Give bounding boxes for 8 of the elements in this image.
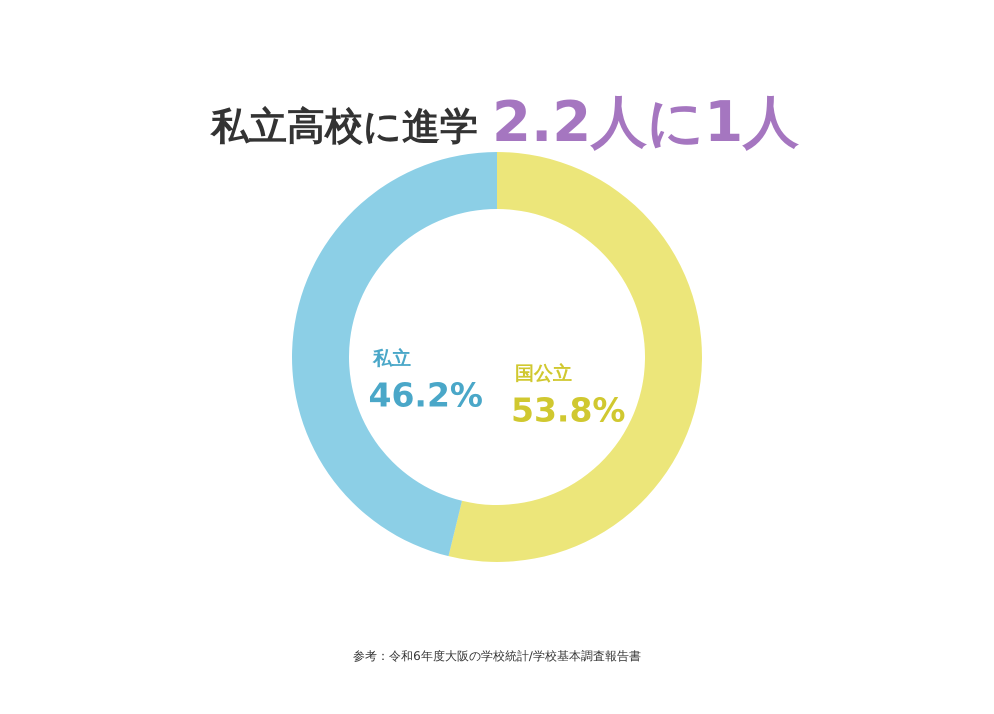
chart-subtitle: 2.2人に1人 (492, 90, 800, 155)
text: 参考：令和6年度大阪の学校統計/学校基本調査報告書 (353, 649, 641, 663)
chart-title: 私立高校に進学 (209, 104, 478, 148)
data-label: 53.8% (511, 390, 626, 430)
data-label: 46.2% (368, 376, 483, 415)
slice-label: 国公立 (515, 362, 572, 384)
slice-label: 私立 (372, 348, 411, 370)
donut-slice (292, 152, 497, 556)
